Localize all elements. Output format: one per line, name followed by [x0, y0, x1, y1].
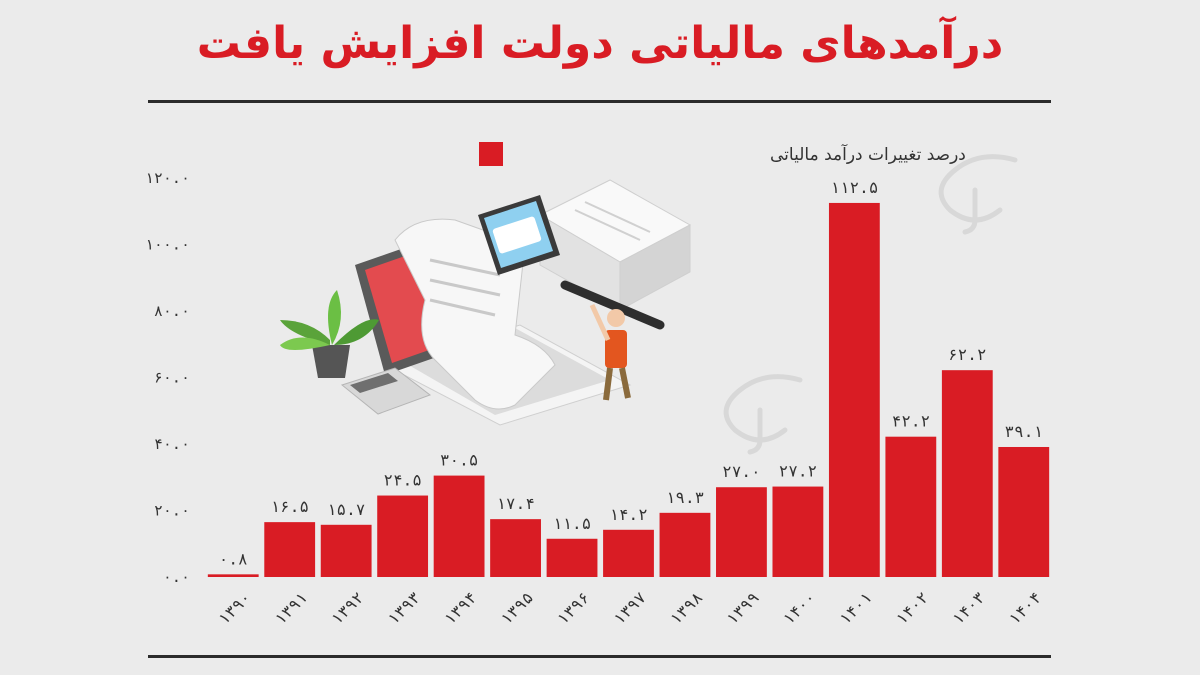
bar: [490, 519, 541, 577]
bar: [716, 487, 767, 577]
x-tick-label: ۱۳۹۹: [722, 588, 763, 629]
x-tick-label: ۱۳۹۴: [440, 588, 481, 629]
data-label: ۱۷.۴: [496, 494, 535, 513]
x-tick-label: ۱۳۹۶: [553, 588, 594, 629]
data-label: ۲۴.۵: [383, 471, 422, 490]
bar: [320, 524, 372, 577]
data-label: ۳۰.۵: [440, 451, 479, 470]
watermark-logo-icon: [938, 154, 1018, 235]
legend-label: درصد تغییرات درآمد مالیاتی: [770, 143, 966, 165]
y-tick-label: ۱۰۰.۰: [145, 236, 190, 254]
bar: [828, 202, 880, 577]
x-tick-label: ۱۳۹۸: [666, 588, 707, 629]
x-tick-label: ۱۳۹۲: [327, 588, 368, 629]
watermark-logo-icon: [723, 374, 803, 455]
data-label: ۰.۸: [219, 549, 248, 568]
bottom-divider: [148, 655, 1051, 658]
tax-illustration-icon: [280, 179, 692, 426]
y-tick-label: ۰.۰: [163, 568, 190, 586]
bar: [885, 436, 937, 577]
x-tick-label: ۱۳۹۳: [383, 588, 424, 629]
data-label: ۱۵.۷: [327, 500, 366, 519]
x-tick-label: ۱۳۹۵: [496, 588, 537, 629]
value-labels: ۰.۸ ۱۶.۵ ۱۵.۷ ۲۴.۵ ۳۰.۵ ۱۷.۴ ۱۱.۵ ۱۴.۲ ۱۹.۳ ۲۷.۰ ۲…: [219, 178, 1043, 568]
bar: [998, 446, 1050, 577]
data-label: ۶۲.۲: [948, 345, 987, 364]
data-label: ۱۴.۲: [609, 505, 648, 524]
y-tick-label: ۸۰.۰: [154, 302, 190, 320]
legend: درصد تغییرات درآمد مالیاتی: [479, 142, 966, 166]
x-tick-label: ۱۴۰۲: [892, 588, 933, 629]
top-divider: [148, 100, 1051, 103]
data-label: ۴۲.۲: [892, 412, 931, 431]
x-tick-label: ۱۳۹۱: [270, 588, 311, 629]
x-tick-label: ۱۴۰۳: [948, 588, 989, 629]
x-tick-label: ۱۴۰۰: [779, 588, 820, 629]
data-label: ۱۱.۵: [553, 514, 592, 533]
bar: [546, 538, 598, 577]
bar-series: [207, 202, 1050, 577]
data-label: ۱۹.۳: [666, 488, 705, 507]
x-tick-label: ۱۴۰۱: [835, 588, 876, 629]
bar: [207, 574, 259, 577]
bar: [659, 512, 711, 577]
y-tick-label: ۴۰.۰: [154, 435, 190, 453]
bar: [377, 495, 429, 577]
x-tick-label: ۱۳۹۰: [214, 588, 255, 629]
bar: [941, 370, 993, 577]
y-tick-label: ۶۰.۰: [154, 369, 190, 387]
legend-swatch: [479, 142, 503, 166]
data-label: ۲۷.۲: [779, 462, 818, 481]
y-axis: ۰.۰ ۲۰.۰ ۴۰.۰ ۶۰.۰ ۸۰.۰ ۱۰۰.۰ ۱۲۰.۰: [145, 169, 190, 586]
bar: [264, 522, 316, 577]
y-tick-label: ۲۰.۰: [154, 502, 190, 520]
x-axis: ۱۳۹۰ ۱۳۹۱ ۱۳۹۲ ۱۳۹۳ ۱۳۹۴ ۱۳۹۵ ۱۳۹۶ ۱۳۹۷ ۱۳۹۸ ۱۳۹۹…: [214, 588, 1045, 629]
x-tick-label: ۱۴۰۴: [1005, 588, 1046, 629]
bar: [603, 529, 654, 577]
y-tick-label: ۱۲۰.۰: [145, 169, 190, 187]
bar: [433, 475, 485, 577]
data-label: ۱۱۲.۵: [830, 178, 878, 197]
page-title: درآمدهای مالیاتی دولت افزایش یافت: [196, 18, 1005, 69]
bar: [772, 486, 824, 577]
data-label: ۱۶.۵: [270, 497, 309, 516]
data-label: ۲۷.۰: [722, 462, 761, 481]
x-tick-label: ۱۳۹۷: [609, 588, 650, 629]
data-label: ۳۹.۱: [1005, 422, 1044, 441]
